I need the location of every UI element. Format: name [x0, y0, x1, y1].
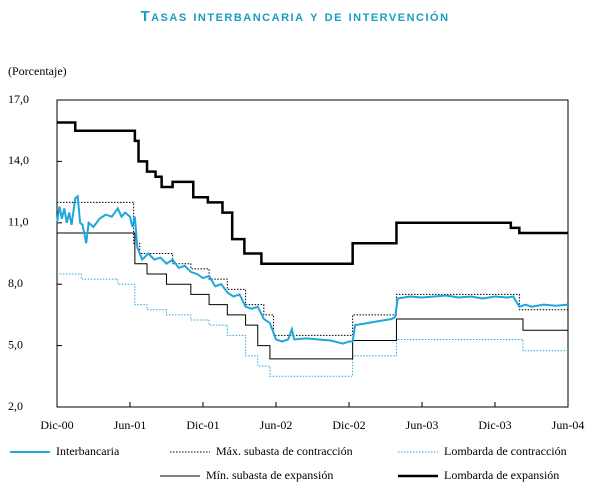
series-line [57, 232, 568, 360]
series-line [57, 201, 568, 336]
y-tick-label: 11,0 [8, 215, 29, 229]
y-tick-label: 8,0 [8, 276, 23, 290]
y-tick-label: 2,0 [8, 399, 23, 413]
y-tick-label: 17,0 [8, 92, 29, 106]
unit-label: (Porcentaje) [8, 64, 67, 78]
legend-label: Mín. subasta de expansión [206, 468, 333, 482]
chart-title: Tasas interbancaria y de intervención [140, 8, 449, 25]
x-tick-label: Jun-03 [406, 418, 439, 432]
legend-label: Lombarda de expansión [444, 468, 559, 482]
y-tick-label: 14,0 [8, 153, 29, 167]
series-line [57, 121, 568, 265]
legend-label: Máx. subasta de contracción [216, 444, 353, 458]
series-line [56, 194, 569, 345]
legend-label: Lombarda de contracción [444, 444, 567, 458]
x-tick-label: Dic-02 [332, 418, 365, 432]
x-tick-label: Dic-03 [478, 418, 511, 432]
y-tick-label: 5,0 [8, 337, 23, 351]
plot-frame [56, 99, 569, 408]
x-tick-label: Dic-00 [40, 418, 73, 432]
x-tick-label: Dic-01 [186, 418, 219, 432]
series-line [57, 273, 568, 377]
legend-label: Interbancaria [56, 444, 120, 458]
x-tick-label: Jun-01 [114, 418, 147, 432]
x-tick-label: Jun-04 [552, 418, 585, 432]
x-tick-label: Jun-02 [260, 418, 293, 432]
